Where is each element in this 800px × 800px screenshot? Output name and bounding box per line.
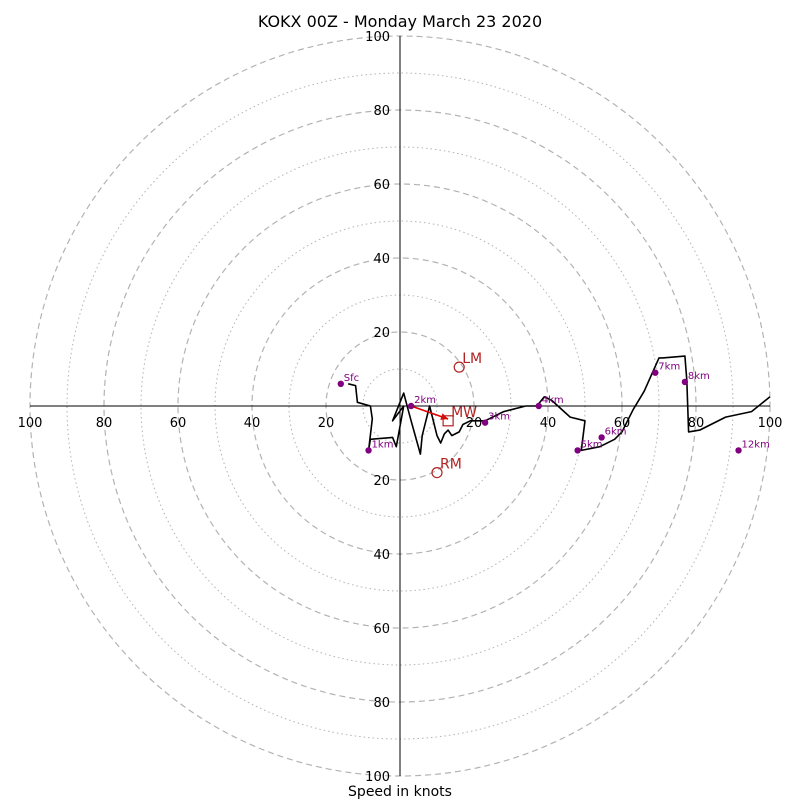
y-tick-label: 40	[373, 548, 390, 563]
storm-motion-label-rm: RM	[440, 457, 462, 473]
height-label-7km: 7km	[658, 362, 680, 373]
height-label-6km: 6km	[605, 426, 627, 437]
y-tick-label: 40	[373, 252, 390, 267]
chart-title: KOKX 00Z - Monday March 23 2020	[258, 12, 542, 31]
tick-labels: 100 80 60 40 20 20 40 60 80 100 100 80 60 40 20 20 40 60 8…	[18, 30, 783, 785]
height-label-1km: 1km	[372, 439, 394, 450]
storm-motion-label-lm: LM	[462, 351, 482, 367]
hodograph-line	[348, 355, 771, 455]
x-tick-label: 20	[466, 416, 483, 431]
height-label-sfc: Sfc	[344, 373, 359, 384]
y-tick-label: 20	[373, 474, 390, 489]
y-tick-label: 80	[373, 104, 390, 119]
hodograph-trace	[348, 355, 771, 455]
height-marker-8km	[681, 378, 689, 386]
height-marker-12km	[735, 447, 742, 454]
height-marker-1km	[365, 447, 372, 454]
x-tick-label: 20	[318, 416, 335, 431]
height-label-2km: 2km	[414, 395, 436, 406]
y-tick-label: 80	[373, 696, 390, 711]
storm-motion-label-mw: MW	[451, 405, 477, 421]
x-tick-label: 40	[540, 416, 557, 431]
x-tick-label: 40	[244, 416, 261, 431]
x-tick-label: 100	[18, 416, 43, 431]
x-tick-label: 100	[758, 416, 783, 431]
y-tick-label: 20	[373, 326, 390, 341]
height-label-8km: 8km	[688, 371, 710, 382]
height-marker-4km	[535, 402, 542, 410]
height-label-3km: 3km	[488, 412, 510, 423]
height-marker-7km	[652, 369, 659, 376]
height-label-5km: 5km	[581, 439, 603, 450]
height-marker-2km	[407, 402, 415, 410]
shear-vector-arrowhead	[440, 413, 449, 420]
height-marker-3km	[481, 419, 489, 426]
y-tick-label: 100	[365, 770, 390, 785]
y-tick-label: 60	[373, 622, 390, 637]
height-marker-sfc	[337, 380, 344, 387]
x-tick-label: 80	[96, 416, 113, 431]
height-marker-6km	[598, 434, 605, 441]
x-tick-label: 60	[170, 416, 187, 431]
x-tick-label: 60	[614, 416, 631, 431]
storm-motion-mw	[442, 415, 454, 427]
storm-motion-rm	[431, 467, 443, 479]
y-tick-label: 60	[373, 178, 390, 193]
axes	[30, 36, 770, 776]
height-label-12km: 12km	[742, 439, 770, 450]
height-marker-5km	[574, 447, 581, 454]
storm-motion-lm	[453, 361, 465, 373]
height-label-4km: 4km	[542, 395, 564, 406]
x-axis-label: Speed in knots	[348, 784, 452, 800]
x-tick-label: 80	[688, 416, 705, 431]
y-tick-label: 100	[365, 30, 390, 45]
